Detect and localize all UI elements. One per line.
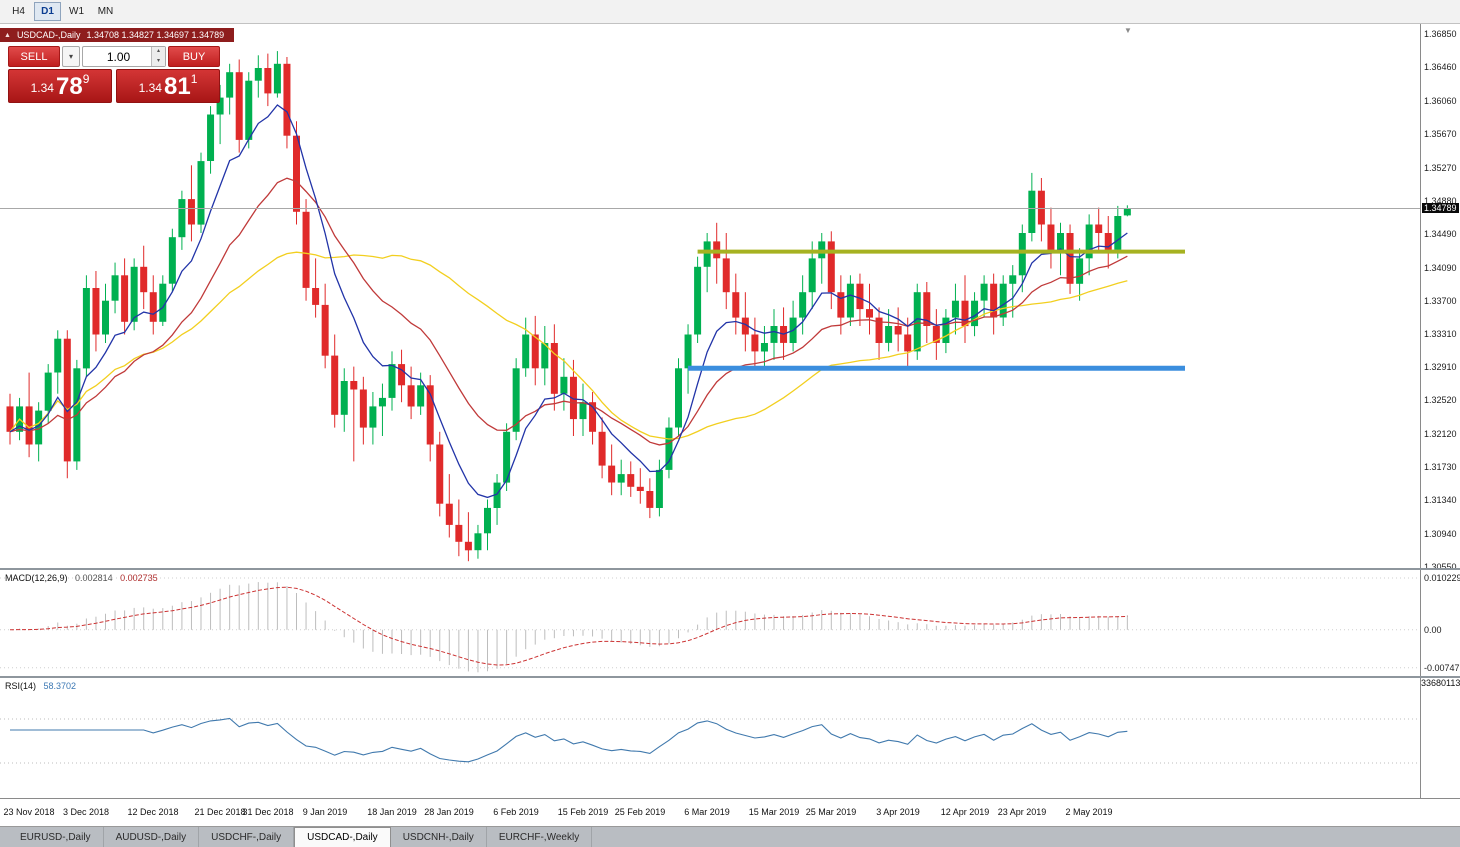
time-axis-label: 12 Dec 2018 — [127, 807, 179, 817]
chevron-down-icon: ▾ — [68, 52, 73, 61]
ohlc-values: 1.34708 1.34827 1.34697 1.34789 — [86, 30, 225, 40]
price-scale-label: 1.33700 — [1424, 296, 1457, 306]
time-axis-label: 15 Mar 2019 — [748, 807, 800, 817]
price-scale-label: 1.34090 — [1424, 263, 1457, 273]
price-scale[interactable]: 1.36850 1.36460 1.36060 1.35670 1.35270 1.348… — [1420, 24, 1460, 568]
rsi-header: RSI(14) 58.3702 — [5, 681, 76, 691]
current-price-label: 1.34789 — [1422, 203, 1459, 213]
time-axis-label: 3 Dec 2018 — [62, 807, 110, 817]
chart-tab-usdcnh-daily[interactable]: USDCNH-,Daily — [391, 827, 487, 847]
pane-divider[interactable] — [0, 676, 1460, 678]
chart-tab-eurusd-daily[interactable]: EURUSD-,Daily — [8, 827, 104, 847]
symbol-label: USDCAD-,Daily — [16, 30, 81, 40]
buy-button[interactable]: BUY — [168, 46, 220, 67]
time-axis-label: 3 Apr 2019 — [876, 807, 920, 817]
macd-canvas — [0, 577, 1420, 673]
sell-price-pips: 78 — [55, 73, 83, 100]
sell-price-pipette: 9 — [82, 72, 90, 86]
volume-input[interactable] — [83, 48, 165, 65]
price-scale-label: 1.31730 — [1424, 462, 1457, 472]
timeframe-button-mn[interactable]: MN — [92, 2, 119, 21]
time-axis-label: 9 Jan 2019 — [302, 807, 348, 817]
chart-shift-marker-icon[interactable]: ▼ — [1124, 26, 1132, 35]
sell-price-prefix: 1.34 — [30, 81, 54, 95]
price-scale-label: 1.35270 — [1424, 163, 1457, 173]
time-axis-label: 28 Jan 2019 — [424, 807, 474, 817]
macd-scale-label: -0.00747 — [1424, 663, 1460, 673]
buy-price-pipette: 1 — [190, 72, 198, 86]
volume-decrease-icon[interactable]: ▾ — [152, 56, 165, 66]
macd-indicator-pane: MACD(12,26,9) 0.002814 0.002735 0.010229… — [0, 570, 1460, 676]
price-scale-label: 1.32910 — [1424, 362, 1457, 372]
volume-stepper: ▴ ▾ — [151, 47, 165, 66]
volume-preset-dropdown[interactable]: ▾ — [62, 46, 80, 67]
price-scale-label: 1.33310 — [1424, 329, 1457, 339]
time-axis-label: 25 Mar 2019 — [805, 807, 857, 817]
chart-tab-audusd-daily[interactable]: AUDUSD-,Daily — [104, 827, 200, 847]
macd-value: 0.002814 — [75, 573, 113, 583]
price-scale-label: 1.30940 — [1424, 529, 1457, 539]
price-scale-label: 1.36850 — [1424, 29, 1457, 39]
one-click-trading-panel: SELL ▾ ▴ ▾ BUY 1.34 78 9 — [8, 46, 220, 103]
macd-header: MACD(12,26,9) 0.002814 0.002735 — [5, 573, 158, 583]
time-axis-label: 2 May 2019 — [1065, 807, 1113, 817]
buy-price-button[interactable]: 1.34 81 1 — [116, 69, 220, 103]
pane-divider[interactable] — [0, 568, 1460, 570]
rsi-value: 58.3702 — [43, 681, 77, 691]
time-axis-label: 15 Feb 2019 — [557, 807, 609, 817]
macd-scale-label: 0.00 — [1424, 625, 1442, 635]
price-scale-label: 1.34880 — [1424, 196, 1457, 206]
rsi-canvas — [0, 717, 1420, 764]
price-scale-label: 1.36060 — [1424, 96, 1457, 106]
price-scale-label: 1.36460 — [1424, 62, 1457, 72]
time-axis-label: 6 Feb 2019 — [493, 807, 539, 817]
price-scale-label: 1.31340 — [1424, 495, 1457, 505]
macd-label: MACD(12,26,9) — [5, 573, 68, 583]
rsi-scale[interactable]: 33680113 — [1420, 678, 1460, 798]
time-axis-label: 23 Apr 2019 — [997, 807, 1047, 817]
time-axis-label: 21 Dec 2018 — [194, 807, 246, 817]
macd-scale-label: 0.010229 — [1424, 573, 1460, 583]
sell-price-button[interactable]: 1.34 78 9 — [8, 69, 112, 103]
time-axis-label: 31 Dec 2018 — [242, 807, 294, 817]
time-axis-label: 23 Nov 2018 — [3, 807, 55, 817]
chart-tab-eurchf-weekly[interactable]: EURCHF-,Weekly — [487, 827, 593, 847]
price-scale-label: 1.32520 — [1424, 395, 1457, 405]
time-axis-label: 25 Feb 2019 — [614, 807, 666, 817]
symbol-strip: ▲ USDCAD-,Daily 1.34708 1.34827 1.34697 … — [0, 28, 235, 42]
time-axis-label: 12 Apr 2019 — [940, 807, 990, 817]
buy-price-prefix: 1.34 — [138, 81, 162, 95]
price-scale-label: 1.32120 — [1424, 429, 1457, 439]
timeframe-button-d1[interactable]: D1 — [34, 2, 61, 21]
macd-scale[interactable]: 0.010229 0.00 -0.00747 — [1420, 570, 1460, 676]
time-axis-label: 6 Mar 2019 — [684, 807, 730, 817]
chart-tab-bar: EURUSD-,Daily AUDUSD-,Daily USDCHF-,Daily U… — [0, 826, 1460, 847]
price-chart-pane[interactable]: ▲ USDCAD-,Daily 1.34708 1.34827 1.34697 … — [0, 24, 1460, 568]
time-axis-label: 18 Jan 2019 — [367, 807, 417, 817]
rsi-label: RSI(14) — [5, 681, 37, 691]
volume-field-wrap: ▴ ▾ — [82, 46, 166, 67]
rsi-indicator-pane: RSI(14) 58.3702 33680113 — [0, 678, 1460, 798]
timeframe-button-h4[interactable]: H4 — [5, 2, 32, 21]
price-chart-canvas[interactable] — [0, 24, 1420, 568]
time-axis[interactable]: 23 Nov 2018 3 Dec 2018 12 Dec 2018 21 Dec 2… — [0, 798, 1460, 827]
collapse-arrow-icon: ▲ — [4, 31, 11, 39]
macd-signal-value: 0.002735 — [120, 573, 158, 583]
buy-price-pips: 81 — [163, 73, 191, 100]
timeframe-button-w1[interactable]: W1 — [63, 2, 90, 21]
timeframe-toolbar: H4 D1 W1 MN — [0, 0, 1460, 24]
sell-button[interactable]: SELL — [8, 46, 60, 67]
price-scale-label: 1.30550 — [1424, 562, 1457, 568]
volume-increase-icon[interactable]: ▴ — [152, 47, 165, 57]
price-scale-label: 1.34490 — [1424, 229, 1457, 239]
chart-tab-usdcad-daily[interactable]: USDCAD-,Daily — [294, 827, 391, 847]
price-scale-label: 1.35670 — [1424, 129, 1457, 139]
chart-tab-usdchf-daily[interactable]: USDCHF-,Daily — [199, 827, 295, 847]
